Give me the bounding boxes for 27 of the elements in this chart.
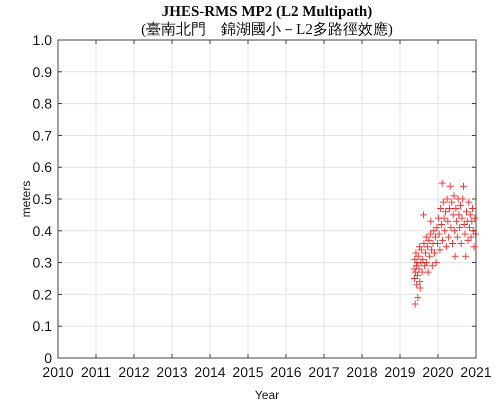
x-tick-label: 2020 <box>422 364 454 380</box>
x-tick-label: 2015 <box>232 364 264 380</box>
y-tick-label: 1.0 <box>32 32 52 48</box>
y-tick-label: 0.4 <box>32 222 52 239</box>
x-tick-label: 2011 <box>80 364 112 380</box>
chart-title: JHES-RMS MP2 (L2 Multipath) <box>162 4 372 20</box>
y-axis-title: meters <box>19 180 33 218</box>
x-tick-label: 2018 <box>346 364 378 380</box>
x-tick-label: 2014 <box>194 364 226 380</box>
x-tick-label: 2012 <box>118 364 150 380</box>
x-tick-label: 2019 <box>384 364 416 380</box>
y-tick-label: 0.6 <box>32 159 52 176</box>
x-tick-label: 2010 <box>42 364 74 380</box>
chart-subtitle: (臺南北門 錦湖國小－L2多路徑效應) <box>141 21 393 38</box>
y-tick-label: 0.1 <box>32 318 52 334</box>
y-tick-label: 0 <box>44 350 52 366</box>
x-tick-label: 2013 <box>156 364 188 380</box>
x-tick-label: 2017 <box>308 364 340 380</box>
y-tick-label: 0.9 <box>32 64 52 80</box>
y-tick-label: 0.3 <box>32 254 52 271</box>
y-tick-label: 0.8 <box>32 96 52 112</box>
x-axis-title: Year <box>254 388 280 402</box>
y-tick-label: 0.7 <box>32 127 52 144</box>
x-tick-label: 2016 <box>270 364 302 380</box>
y-tick-label: 0.2 <box>32 286 52 302</box>
x-tick-label: 2021 <box>460 364 492 380</box>
y-tick-label: 0.5 <box>32 191 52 207</box>
